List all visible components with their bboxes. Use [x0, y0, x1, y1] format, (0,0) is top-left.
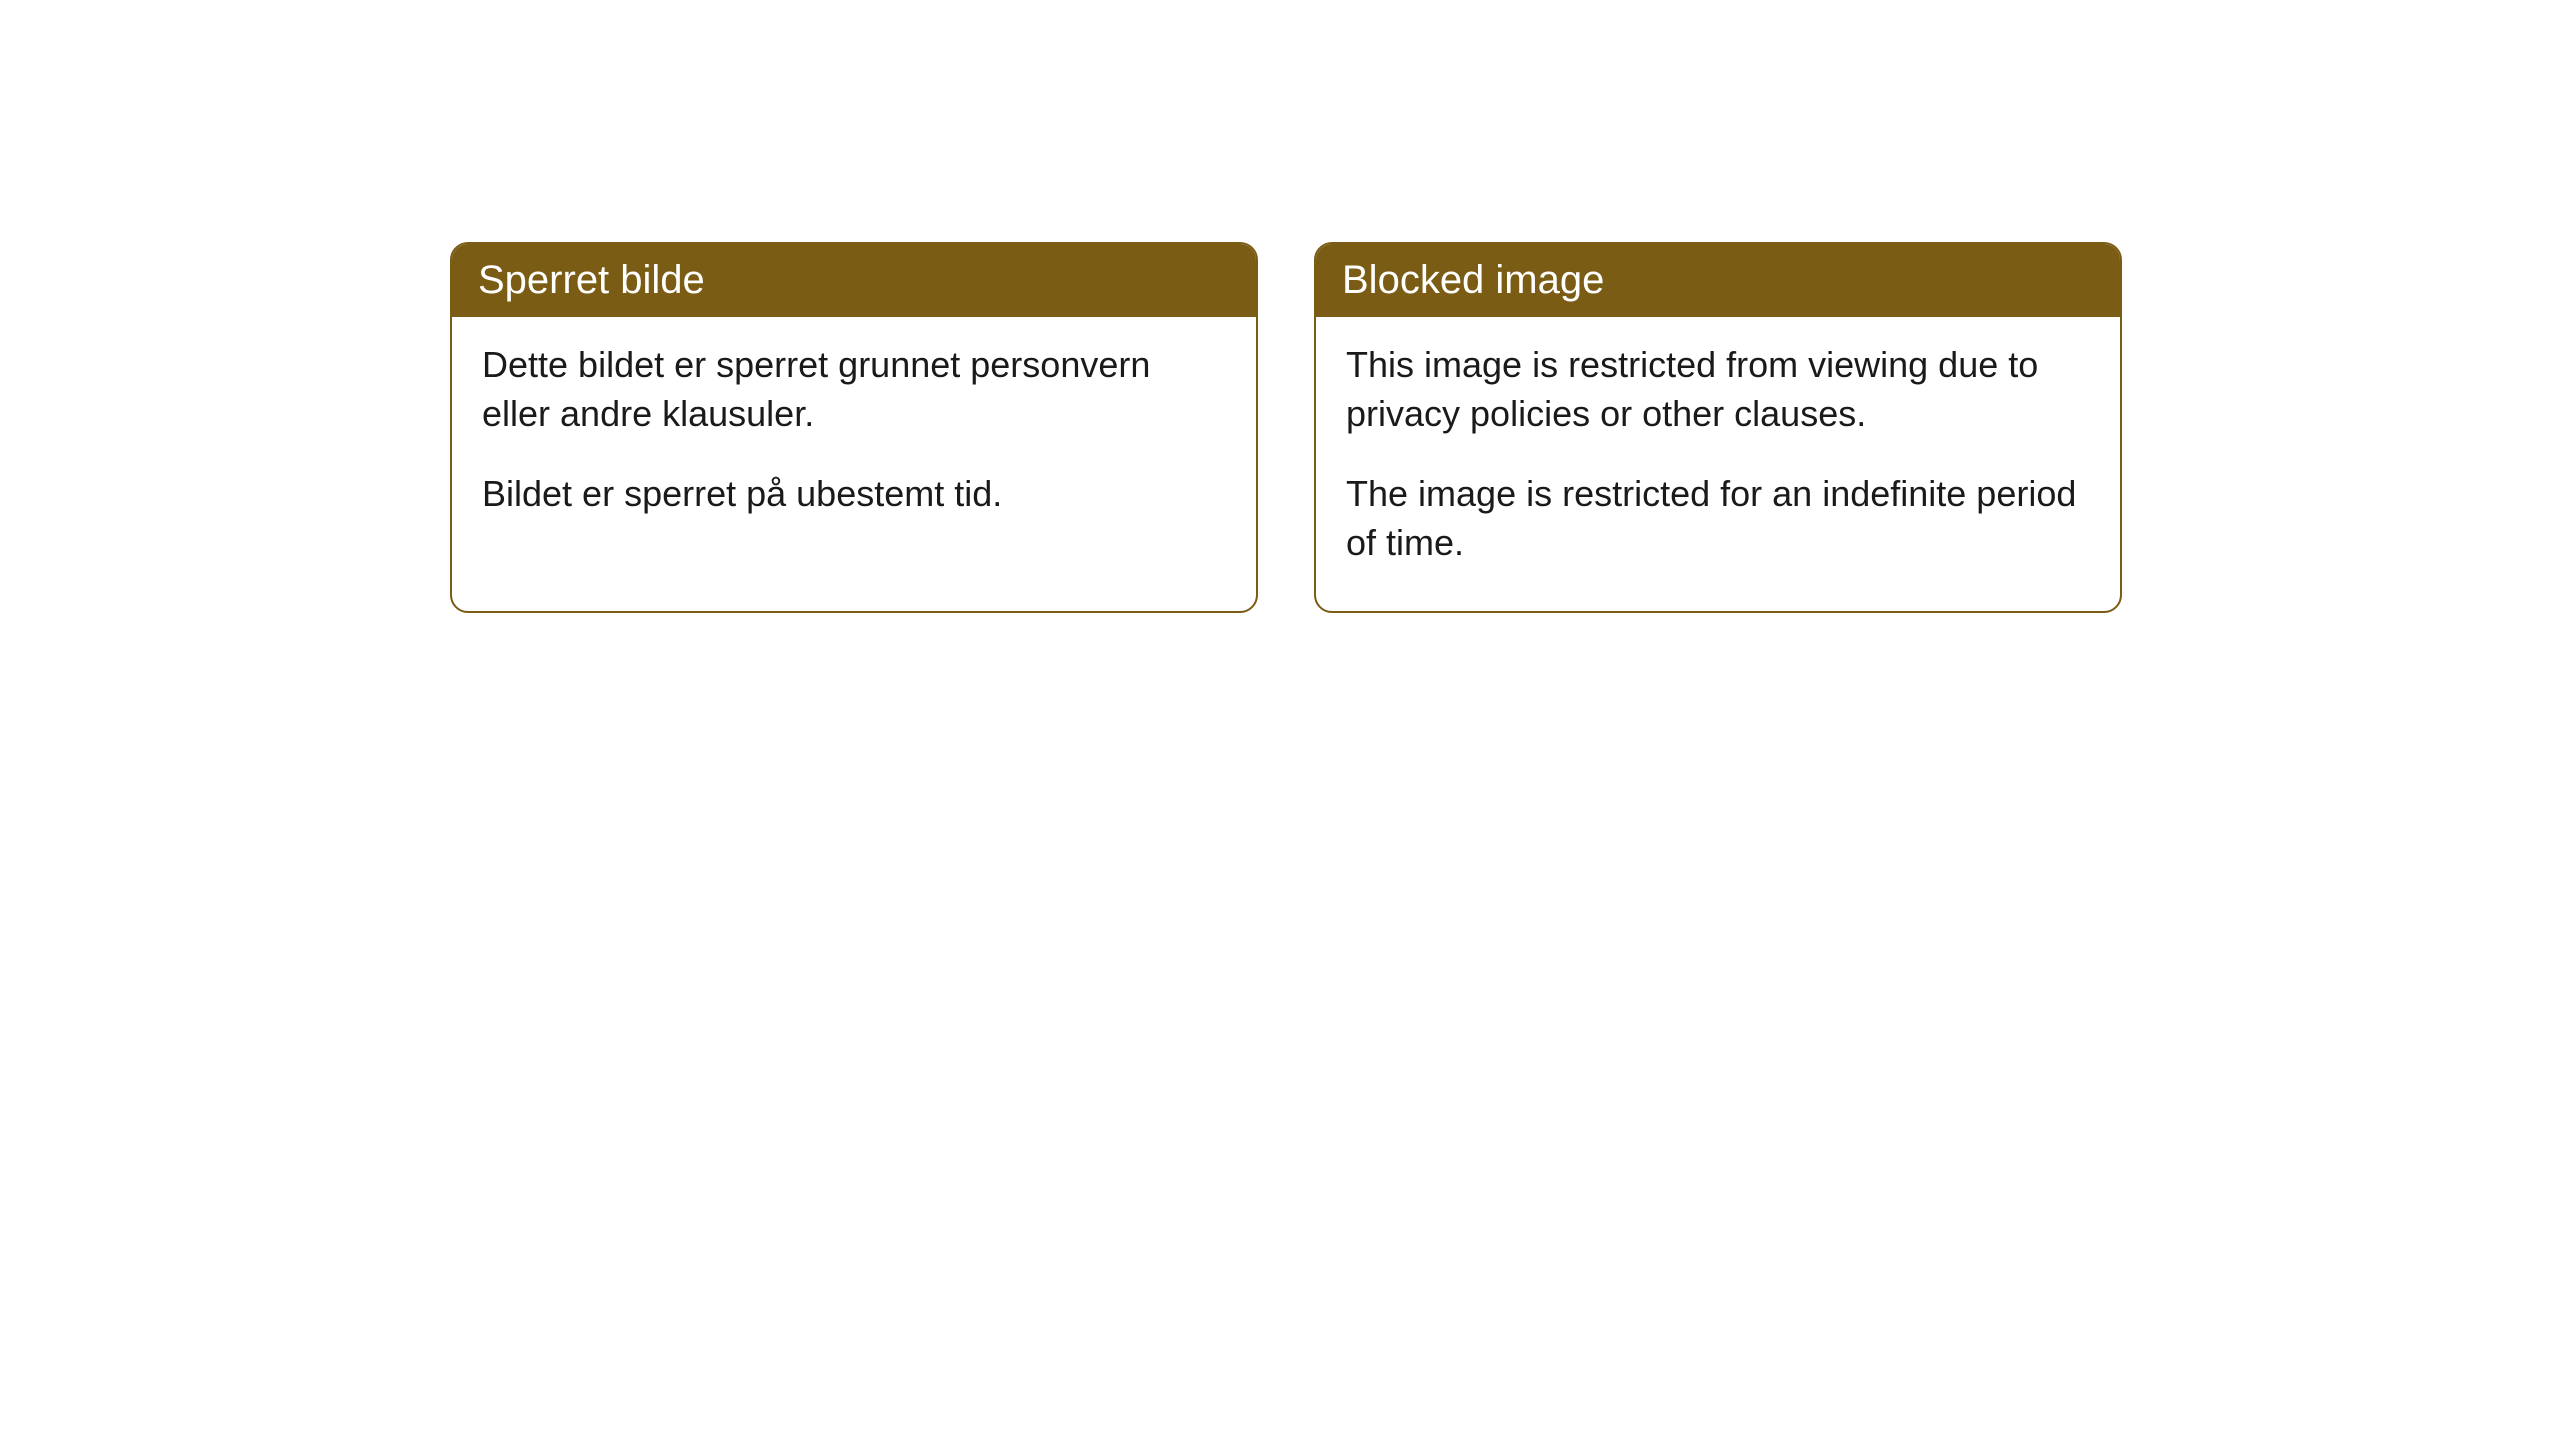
card-paragraph-1-norwegian: Dette bildet er sperret grunnet personve…: [482, 341, 1226, 438]
card-title-norwegian: Sperret bilde: [478, 258, 705, 302]
card-body-english: This image is restricted from viewing du…: [1316, 317, 2120, 611]
card-body-norwegian: Dette bildet er sperret grunnet personve…: [452, 317, 1256, 563]
notice-cards-container: Sperret bilde Dette bildet er sperret gr…: [0, 0, 2560, 613]
card-header-norwegian: Sperret bilde: [452, 244, 1256, 317]
card-paragraph-1-english: This image is restricted from viewing du…: [1346, 341, 2090, 438]
blocked-image-card-norwegian: Sperret bilde Dette bildet er sperret gr…: [450, 242, 1258, 613]
card-title-english: Blocked image: [1342, 258, 1604, 302]
card-paragraph-2-english: The image is restricted for an indefinit…: [1346, 470, 2090, 567]
card-paragraph-2-norwegian: Bildet er sperret på ubestemt tid.: [482, 470, 1226, 519]
blocked-image-card-english: Blocked image This image is restricted f…: [1314, 242, 2122, 613]
card-header-english: Blocked image: [1316, 244, 2120, 317]
